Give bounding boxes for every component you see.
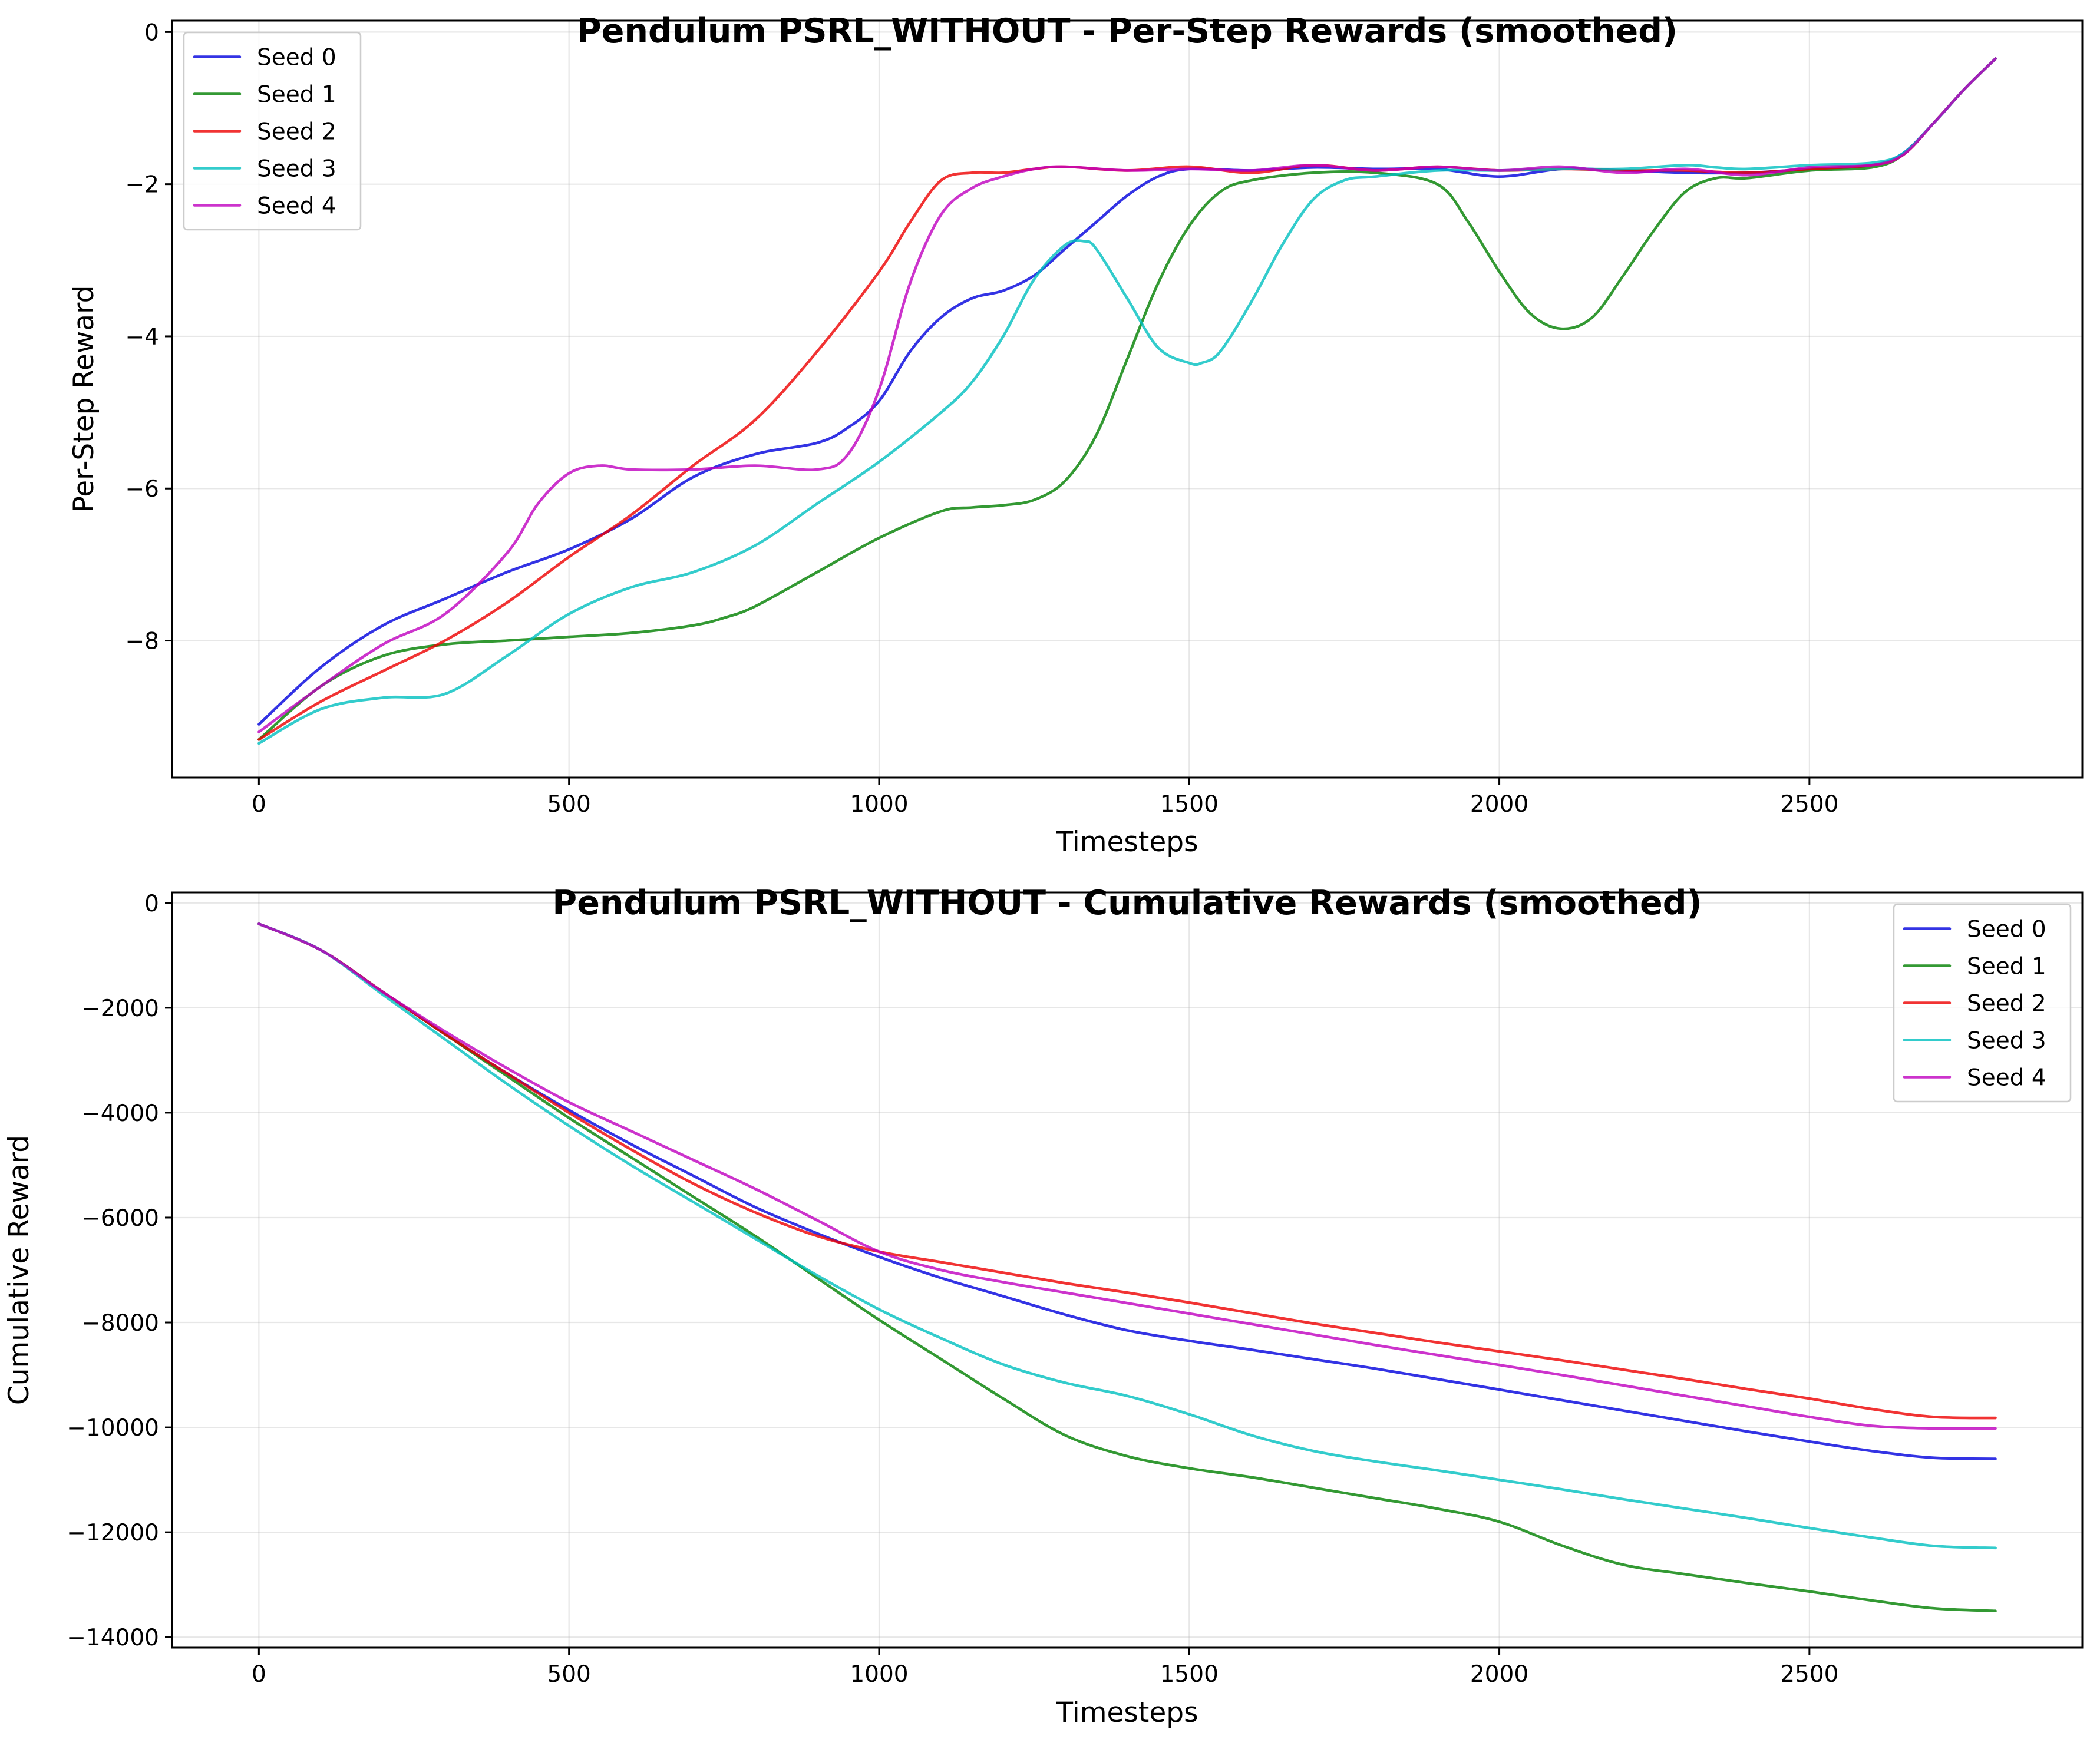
- y-tick-label: −10000: [67, 1415, 159, 1441]
- series-line-seed-3: [257, 922, 1997, 1550]
- y-tick-label: −4: [126, 324, 160, 350]
- y-axis-label: Per-Step Reward: [68, 286, 100, 513]
- series-line-seed-2: [257, 57, 1997, 741]
- series-line-seed-1: [257, 57, 1997, 741]
- y-tick-label: −8: [126, 629, 160, 655]
- x-tick-label: 1000: [850, 1661, 908, 1688]
- y-tick-label: 0: [144, 19, 159, 46]
- plot-frame: [171, 19, 2084, 779]
- x-tick-label: 1500: [1160, 1661, 1219, 1688]
- y-tick-label: −4000: [81, 1100, 159, 1127]
- y-tick-label: −6: [126, 476, 160, 502]
- y-axis-label: Cumulative Reward: [3, 1135, 35, 1405]
- legend-label: Seed 0: [1967, 917, 2046, 943]
- legend-label: Seed 2: [1967, 991, 2046, 1017]
- x-axis-label: Timesteps: [1055, 826, 1198, 858]
- x-tick-label: 2500: [1780, 791, 1838, 818]
- cumulative-rewards-panel: 0 500 1000 1500 2000 2500 0 −2000 −4000 −6000 −800…: [3, 884, 2084, 1729]
- y-tick-label: −12000: [67, 1520, 159, 1546]
- x-tick-label: 500: [547, 1661, 590, 1688]
- legend: Seed 0 Seed 1 Seed 2 Seed 3 Seed 4: [183, 31, 362, 231]
- series-line-seed-4: [257, 57, 1997, 733]
- y-tick-label: −6000: [81, 1205, 159, 1232]
- legend-label: Seed 4: [257, 193, 336, 220]
- y-tick-label: −14000: [67, 1625, 159, 1651]
- y-tick-label: 0: [144, 891, 159, 917]
- series-line-seed-3: [257, 57, 1997, 745]
- legend-label: Seed 1: [1967, 954, 2046, 980]
- series-line-seed-0: [257, 922, 1997, 1460]
- legend: Seed 0 Seed 1 Seed 2 Seed 3 Seed 4: [1893, 903, 2072, 1103]
- x-tick-label: 2000: [1470, 791, 1528, 818]
- legend-label: Seed 2: [257, 119, 336, 146]
- y-tick-label: −8000: [81, 1310, 159, 1337]
- legend-frame: [1893, 903, 2072, 1103]
- legend-label: Seed 4: [1967, 1065, 2046, 1092]
- legend-label: Seed 3: [257, 156, 336, 183]
- x-tick-label: 0: [252, 1661, 266, 1688]
- y-tick-label: −2: [126, 172, 160, 199]
- x-tick-label: 0: [252, 791, 266, 818]
- chart-title: Pendulum PSRL_WITHOUT - Cumulative Rewar…: [552, 884, 1702, 922]
- per-step-rewards-panel: 0 500 1000 1500 2000 2500 0 −2 −4 −6 −8 Pendulum PS…: [68, 12, 2084, 858]
- legend-label: Seed 3: [1967, 1028, 2046, 1054]
- legend-frame: [183, 31, 362, 231]
- x-axis-label: Timesteps: [1055, 1697, 1198, 1729]
- x-tick-label: 500: [547, 791, 590, 818]
- series-line-seed-4: [257, 922, 1997, 1430]
- x-tick-label: 2500: [1780, 1661, 1838, 1688]
- x-tick-label: 1500: [1160, 791, 1219, 818]
- series-line-seed-2: [257, 922, 1997, 1420]
- chart-title: Pendulum PSRL_WITHOUT - Per-Step Rewards…: [577, 12, 1678, 51]
- x-tick-label: 1000: [850, 791, 908, 818]
- series-line-seed-1: [257, 922, 1997, 1612]
- legend-label: Seed 1: [257, 82, 336, 108]
- y-tick-label: −2000: [81, 996, 159, 1022]
- x-tick-label: 2000: [1470, 1661, 1528, 1688]
- legend-label: Seed 0: [257, 45, 336, 71]
- plot-frame: [171, 891, 2084, 1649]
- series-line-seed-0: [257, 57, 1997, 726]
